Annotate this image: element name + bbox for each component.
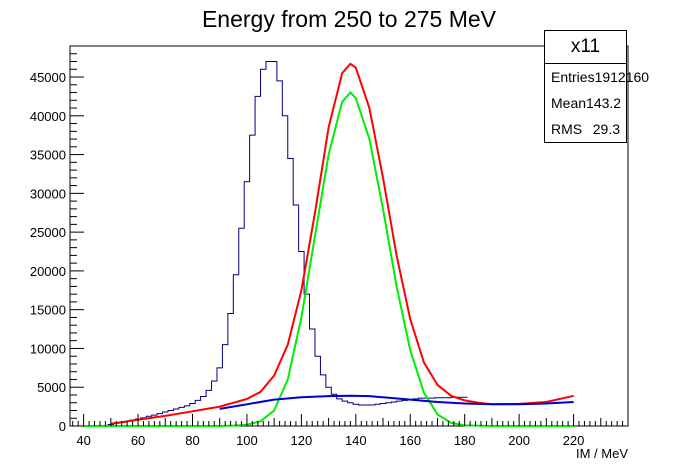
x-tick-label: 60 xyxy=(131,433,145,448)
stats-row-entries: Entries 1912160 xyxy=(545,64,649,90)
y-tick-label: 10000 xyxy=(30,341,66,356)
histogram-layer xyxy=(70,61,468,427)
x-tick-label: 120 xyxy=(291,433,313,448)
fit-curve-0 xyxy=(110,62,574,425)
x-tick-label: 80 xyxy=(185,433,199,448)
stats-row-mean: Mean 143.2 xyxy=(545,90,626,116)
y-tick-label: 15000 xyxy=(30,303,66,318)
y-tick-label: 40000 xyxy=(30,109,66,124)
x-tick-label: 40 xyxy=(76,433,90,448)
chart-title: Energy from 250 to 275 MeV xyxy=(201,6,497,32)
stats-title: x11 xyxy=(545,31,626,64)
stats-row-rms: RMS 29.3 xyxy=(545,116,626,142)
mean-value: 143.2 xyxy=(586,95,622,111)
entries-value: 1912160 xyxy=(594,69,650,85)
x-tick-label: 140 xyxy=(345,433,367,448)
histogram-outline xyxy=(70,61,468,427)
y-tick-label: 0 xyxy=(59,419,66,434)
mean-label: Mean xyxy=(551,95,587,111)
y-tick-label: 20000 xyxy=(30,264,66,279)
x-tick-label: 220 xyxy=(563,433,585,448)
x-tick-label: 160 xyxy=(399,433,421,448)
entries-label: Entries xyxy=(551,69,595,85)
stats-box: x11 Entries 1912160 Mean 143.2 RMS 29.3 xyxy=(544,30,649,143)
x-tick-label: 100 xyxy=(236,433,258,448)
x-tick-label: 200 xyxy=(508,433,530,448)
y-tick-label: 35000 xyxy=(30,148,66,163)
y-tick-label: 45000 xyxy=(30,70,66,85)
x-axis-label: IM / MeV xyxy=(575,446,628,461)
y-tick-label: 30000 xyxy=(30,186,66,201)
rms-value: 29.3 xyxy=(592,121,620,137)
y-axis: 0 5000 10000 15000 20000 25000 30000 35000 40000… xyxy=(30,53,84,434)
y-tick-label: 25000 xyxy=(30,225,66,240)
x-tick-label: 180 xyxy=(454,433,476,448)
y-tick-label: 5000 xyxy=(37,380,66,395)
x-axis: 40 60 80 100 120 140 160 180 200 220 xyxy=(72,414,624,448)
rms-label: RMS xyxy=(551,121,583,137)
fit-curve-2 xyxy=(219,394,574,410)
plot-frame xyxy=(69,45,629,427)
